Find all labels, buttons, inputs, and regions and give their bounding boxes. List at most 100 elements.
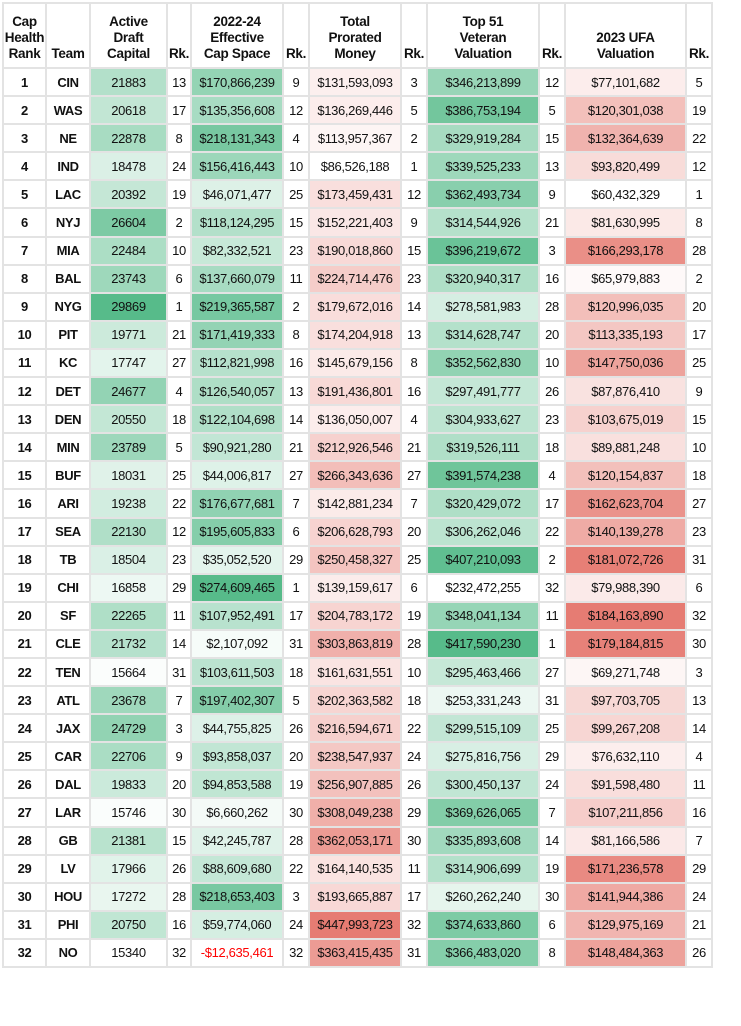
ufa-valuation-cell: $166,293,178 xyxy=(564,235,687,266)
table-row: 13 DEN 20550 18 $122,104,698 14 $136,050,007 4 $… xyxy=(2,404,713,435)
draft-rank-cell: 1 xyxy=(166,291,192,322)
rank-cell: 9 xyxy=(2,291,47,322)
cap-space-rank-cell: 24 xyxy=(282,909,310,940)
ufa-rank-cell: 16 xyxy=(685,797,713,828)
rank-cell: 20 xyxy=(2,600,47,631)
veteran-rank-cell: 31 xyxy=(538,685,566,716)
ufa-rank-cell: 8 xyxy=(685,207,713,238)
table-row: 30 HOU 17272 28 $218,653,403 3 $193,665,887 17 $… xyxy=(2,881,713,912)
cap-space-cell: $42,245,787 xyxy=(190,825,284,856)
ufa-rank-cell: 15 xyxy=(685,404,713,435)
rank-cell: 14 xyxy=(2,432,47,463)
team-cell: NE xyxy=(45,123,91,154)
team-cell: NYG xyxy=(45,291,91,322)
team-cell: CIN xyxy=(45,66,91,98)
rank-cell: 5 xyxy=(2,179,47,210)
ufa-rank-cell: 11 xyxy=(685,769,713,800)
ufa-valuation-cell: $77,101,682 xyxy=(564,66,687,98)
table-row: 3 NE 22878 8 $218,131,343 4 $113,957,367 2 $329,… xyxy=(2,123,713,154)
prorated-money-cell: $308,049,238 xyxy=(308,797,402,828)
prorated-money-cell: $174,204,918 xyxy=(308,319,402,350)
rank-cell: 19 xyxy=(2,572,47,603)
ufa-rank-cell: 12 xyxy=(685,151,713,182)
ufa-valuation-cell: $148,484,363 xyxy=(564,937,687,969)
team-cell: LV xyxy=(45,853,91,884)
table-row: 6 NYJ 26604 2 $118,124,295 15 $152,221,403 9 $31… xyxy=(2,207,713,238)
veteran-valuation-cell: $297,491,777 xyxy=(426,376,540,407)
prorated-money-cell: $216,594,671 xyxy=(308,713,402,744)
prorated-rank-cell: 3 xyxy=(400,66,428,98)
team-cell: CHI xyxy=(45,572,91,603)
draft-rank-cell: 25 xyxy=(166,460,192,491)
rank-cell: 27 xyxy=(2,797,47,828)
cap-health-table: Cap Health Rank Team Active Draft Capital R… xyxy=(2,2,713,969)
header-cap-space: 2022-24 Effective Cap Space xyxy=(190,2,284,69)
veteran-rank-cell: 19 xyxy=(538,853,566,884)
prorated-rank-cell: 27 xyxy=(400,460,428,491)
veteran-valuation-cell: $304,933,627 xyxy=(426,404,540,435)
table-row: 18 TB 18504 23 $35,052,520 29 $250,458,327 25 $4… xyxy=(2,544,713,575)
prorated-rank-cell: 26 xyxy=(400,769,428,800)
veteran-valuation-cell: $320,940,317 xyxy=(426,263,540,294)
ufa-valuation-cell: $141,944,386 xyxy=(564,881,687,912)
prorated-rank-cell: 7 xyxy=(400,488,428,519)
veteran-valuation-cell: $339,525,233 xyxy=(426,151,540,182)
team-cell: BUF xyxy=(45,460,91,491)
ufa-rank-cell: 10 xyxy=(685,432,713,463)
veteran-rank-cell: 1 xyxy=(538,628,566,659)
cap-space-cell: $122,104,698 xyxy=(190,404,284,435)
prorated-rank-cell: 11 xyxy=(400,853,428,884)
cap-space-rank-cell: 12 xyxy=(282,95,310,126)
veteran-valuation-cell: $346,213,899 xyxy=(426,66,540,98)
prorated-money-cell: $193,665,887 xyxy=(308,881,402,912)
table-body: 1 CIN 21883 13 $170,866,239 9 $131,593,093 3 $34… xyxy=(2,66,713,969)
rank-cell: 1 xyxy=(2,66,47,98)
cap-space-rank-cell: 27 xyxy=(282,460,310,491)
cap-space-rank-cell: 23 xyxy=(282,235,310,266)
ufa-rank-cell: 1 xyxy=(685,179,713,210)
veteran-valuation-cell: $253,331,243 xyxy=(426,685,540,716)
team-cell: LAC xyxy=(45,179,91,210)
ufa-rank-cell: 4 xyxy=(685,741,713,772)
prorated-money-cell: $206,628,793 xyxy=(308,516,402,547)
draft-rank-cell: 32 xyxy=(166,937,192,969)
team-cell: ARI xyxy=(45,488,91,519)
cap-space-cell: $103,611,503 xyxy=(190,656,284,688)
header-cap-health-rank: Cap Health Rank xyxy=(2,2,47,69)
rank-cell: 3 xyxy=(2,123,47,154)
ufa-valuation-cell: $140,139,278 xyxy=(564,516,687,547)
draft-capital-cell: 23743 xyxy=(89,263,168,294)
team-cell: CAR xyxy=(45,741,91,772)
veteran-valuation-cell: $278,581,983 xyxy=(426,291,540,322)
draft-rank-cell: 10 xyxy=(166,235,192,266)
rank-cell: 2 xyxy=(2,95,47,126)
draft-capital-cell: 17747 xyxy=(89,347,168,379)
draft-capital-cell: 18031 xyxy=(89,460,168,491)
prorated-rank-cell: 19 xyxy=(400,600,428,631)
header-team: Team xyxy=(45,2,91,69)
cap-space-cell: $218,653,403 xyxy=(190,881,284,912)
ufa-valuation-cell: $65,979,883 xyxy=(564,263,687,294)
team-cell: GB xyxy=(45,825,91,856)
ufa-rank-cell: 23 xyxy=(685,516,713,547)
veteran-rank-cell: 16 xyxy=(538,263,566,294)
prorated-money-cell: $139,159,617 xyxy=(308,572,402,603)
veteran-rank-cell: 27 xyxy=(538,656,566,688)
team-cell: BAL xyxy=(45,263,91,294)
prorated-money-cell: $266,343,636 xyxy=(308,460,402,491)
prorated-rank-cell: 23 xyxy=(400,263,428,294)
draft-capital-cell: 21883 xyxy=(89,66,168,98)
prorated-rank-cell: 25 xyxy=(400,544,428,575)
table-row: 2 WAS 20618 17 $135,356,608 12 $136,269,446 5 $3… xyxy=(2,95,713,126)
draft-rank-cell: 23 xyxy=(166,544,192,575)
cap-space-rank-cell: 17 xyxy=(282,600,310,631)
team-cell: MIA xyxy=(45,235,91,266)
rank-cell: 26 xyxy=(2,769,47,800)
prorated-money-cell: $179,672,016 xyxy=(308,291,402,322)
draft-capital-cell: 23678 xyxy=(89,685,168,716)
draft-rank-cell: 29 xyxy=(166,572,192,603)
veteran-valuation-cell: $232,472,255 xyxy=(426,572,540,603)
team-cell: PHI xyxy=(45,909,91,940)
rank-cell: 24 xyxy=(2,713,47,744)
veteran-valuation-cell: $362,493,734 xyxy=(426,179,540,210)
